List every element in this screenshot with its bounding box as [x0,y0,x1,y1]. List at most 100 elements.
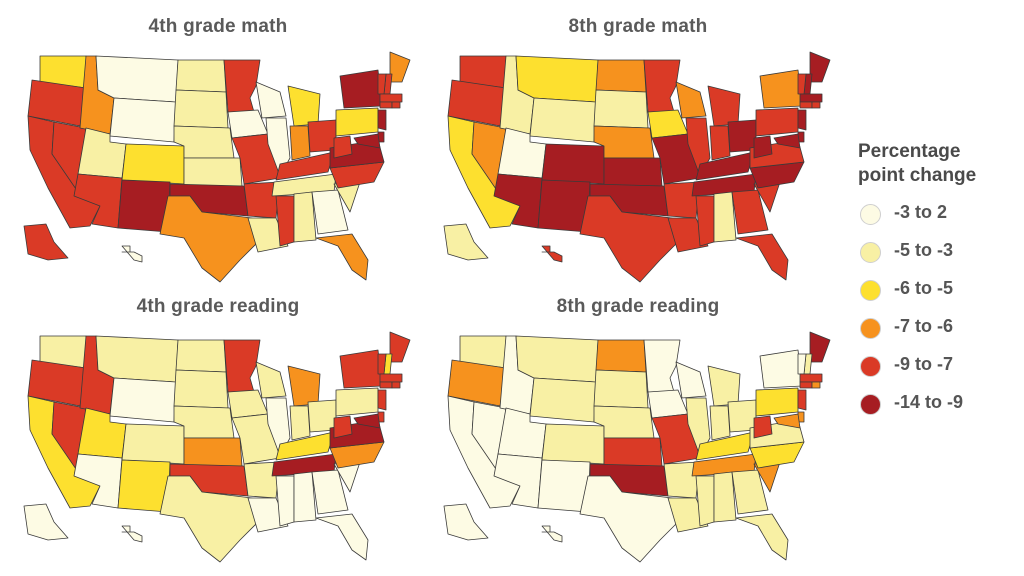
state-ak [443,503,489,541]
state-mn [223,59,261,113]
state-ny [339,349,383,389]
state-wi [675,81,707,119]
state-nd [595,59,647,93]
legend-item: -5 to -3 [858,236,1018,274]
state-mi [707,365,741,407]
state-ri [391,101,401,109]
state-md [773,413,801,429]
state-oh [307,119,337,153]
state-md [353,133,381,149]
state-fl [315,513,369,561]
us-map-8th-grade-reading [443,331,831,563]
state-ak [23,223,69,261]
state-mo [231,413,281,465]
state-hi [121,245,143,263]
legend-label: -5 to -3 [894,240,954,260]
legend-items: -3 to 2 -5 to -3 -6 to -5 -7 to -6 -9 to -7 -… [858,198,1018,426]
state-ak [443,223,489,261]
state-ct [799,101,813,109]
state-ga [311,189,349,235]
legend-title: Percentage point change [858,140,1018,188]
state-wy [109,97,177,143]
state-sd [593,89,649,129]
state-in [289,405,311,441]
legend-swatch [860,318,881,339]
state-ma [799,373,823,383]
state-sd [173,89,229,129]
state-tx [159,195,259,283]
state-wv [333,135,353,159]
state-hi [121,525,143,543]
state-ct [799,381,813,389]
legend-swatch [860,394,881,415]
state-la [667,217,709,253]
state-wy [109,377,177,423]
state-al [713,471,737,523]
state-hi [541,525,563,543]
state-la [247,217,289,253]
state-oh [727,119,757,153]
legend-swatch [860,356,881,377]
state-wi [255,361,287,399]
state-ct [379,381,393,389]
map-panel-8th-grade-math: 8th grade math [438,16,838,286]
map-panel-8th-grade-reading: 8th grade reading [438,296,838,566]
state-ri [811,381,821,389]
map-panel-4th-grade-reading: 4th grade reading [18,296,418,566]
state-al [293,471,317,523]
state-me [389,51,411,83]
state-mi [287,85,321,127]
state-mo [651,413,701,465]
map-title: 8th grade reading [556,296,720,317]
state-md [773,133,801,149]
state-nj [377,109,387,131]
legend-title-line1: Percentage [858,141,961,162]
state-pa [335,387,379,417]
state-ks [603,157,663,187]
state-md [353,413,381,429]
legend-item: -9 to -7 [858,350,1018,388]
map-panel-4th-grade-math: 4th grade math [18,16,418,286]
state-ak [23,503,69,541]
us-map-8th-grade-math [443,51,831,283]
state-wv [753,415,773,439]
state-nd [175,339,227,373]
state-hi [541,245,563,263]
state-mi [287,365,321,407]
state-ky [695,431,755,461]
legend-label: -14 to -9 [894,392,964,412]
state-nd [595,339,647,373]
state-pa [335,107,379,137]
legend-item: -14 to -9 [858,388,1018,426]
state-in [709,125,731,161]
state-ma [799,93,823,103]
state-oh [727,399,757,433]
state-in [709,405,731,441]
state-wi [675,361,707,399]
legend-item: -3 to 2 [858,198,1018,236]
state-la [667,497,709,533]
state-fl [735,513,789,561]
state-ct [379,101,393,109]
state-oh [307,399,337,433]
state-nj [797,389,807,411]
state-tx [159,475,259,563]
state-pa [755,107,799,137]
state-ga [731,469,769,515]
state-co [541,143,605,185]
state-mt [95,55,179,103]
state-sd [173,369,229,409]
map-title: 4th grade reading [136,296,300,317]
legend-swatch [860,204,881,225]
state-mi [707,85,741,127]
map-title: 4th grade math [148,16,288,37]
state-mn [643,59,681,113]
state-nd [175,59,227,93]
legend-label: -7 to -6 [894,316,954,336]
state-me [389,331,411,363]
state-ny [339,69,383,109]
legend-item: -6 to -5 [858,274,1018,312]
state-tx [579,475,679,563]
state-fl [315,233,369,281]
legend: Percentage point change -3 to 2 -5 to -3-… [858,140,1018,426]
